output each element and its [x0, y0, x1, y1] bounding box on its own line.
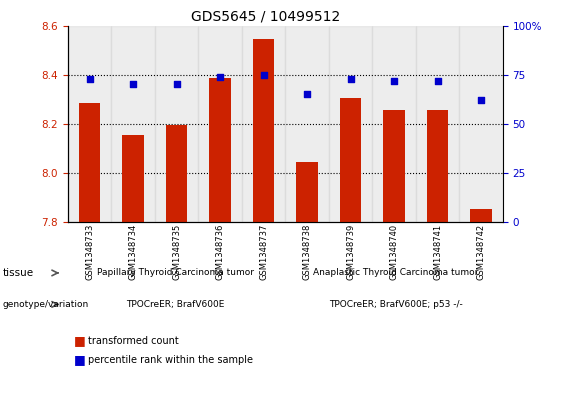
Point [172, 81, 181, 88]
Text: genotype/variation: genotype/variation [3, 300, 89, 309]
Bar [372, 26, 416, 222]
Bar [416, 26, 459, 222]
Bar [340, 98, 362, 222]
Bar [155, 26, 198, 222]
Bar [209, 78, 231, 222]
Text: ■: ■ [73, 353, 85, 366]
Point [129, 81, 138, 88]
Point [433, 77, 442, 84]
Text: tissue: tissue [3, 268, 34, 278]
Bar [253, 39, 275, 222]
Text: GDS5645 / 10499512: GDS5645 / 10499512 [191, 10, 340, 24]
Text: percentile rank within the sample: percentile rank within the sample [88, 354, 253, 365]
Point [303, 91, 312, 97]
Bar [166, 125, 188, 222]
Bar [68, 26, 111, 222]
Text: ■: ■ [73, 334, 85, 347]
Text: TPOCreER; BrafV600E; p53 -/-: TPOCreER; BrafV600E; p53 -/- [329, 300, 462, 309]
Bar [122, 135, 144, 222]
Point [477, 97, 486, 103]
Text: Papillary Thyroid Carcinoma tumor: Papillary Thyroid Carcinoma tumor [97, 268, 254, 277]
Bar [427, 110, 449, 222]
Bar [459, 26, 503, 222]
Bar [470, 209, 492, 222]
Bar [329, 26, 372, 222]
Point [259, 72, 268, 78]
Point [390, 77, 399, 84]
Bar [383, 110, 405, 222]
Bar [296, 162, 318, 222]
Bar [111, 26, 155, 222]
Text: TPOCreER; BrafV600E: TPOCreER; BrafV600E [126, 300, 224, 309]
Text: transformed count: transformed count [88, 336, 179, 346]
Point [216, 73, 225, 80]
Text: Anaplastic Thyroid Carcinoma tumor: Anaplastic Thyroid Carcinoma tumor [313, 268, 478, 277]
Bar [79, 103, 101, 222]
Point [346, 75, 355, 82]
Point [85, 75, 94, 82]
Bar [242, 26, 285, 222]
Bar [198, 26, 242, 222]
Bar [285, 26, 329, 222]
